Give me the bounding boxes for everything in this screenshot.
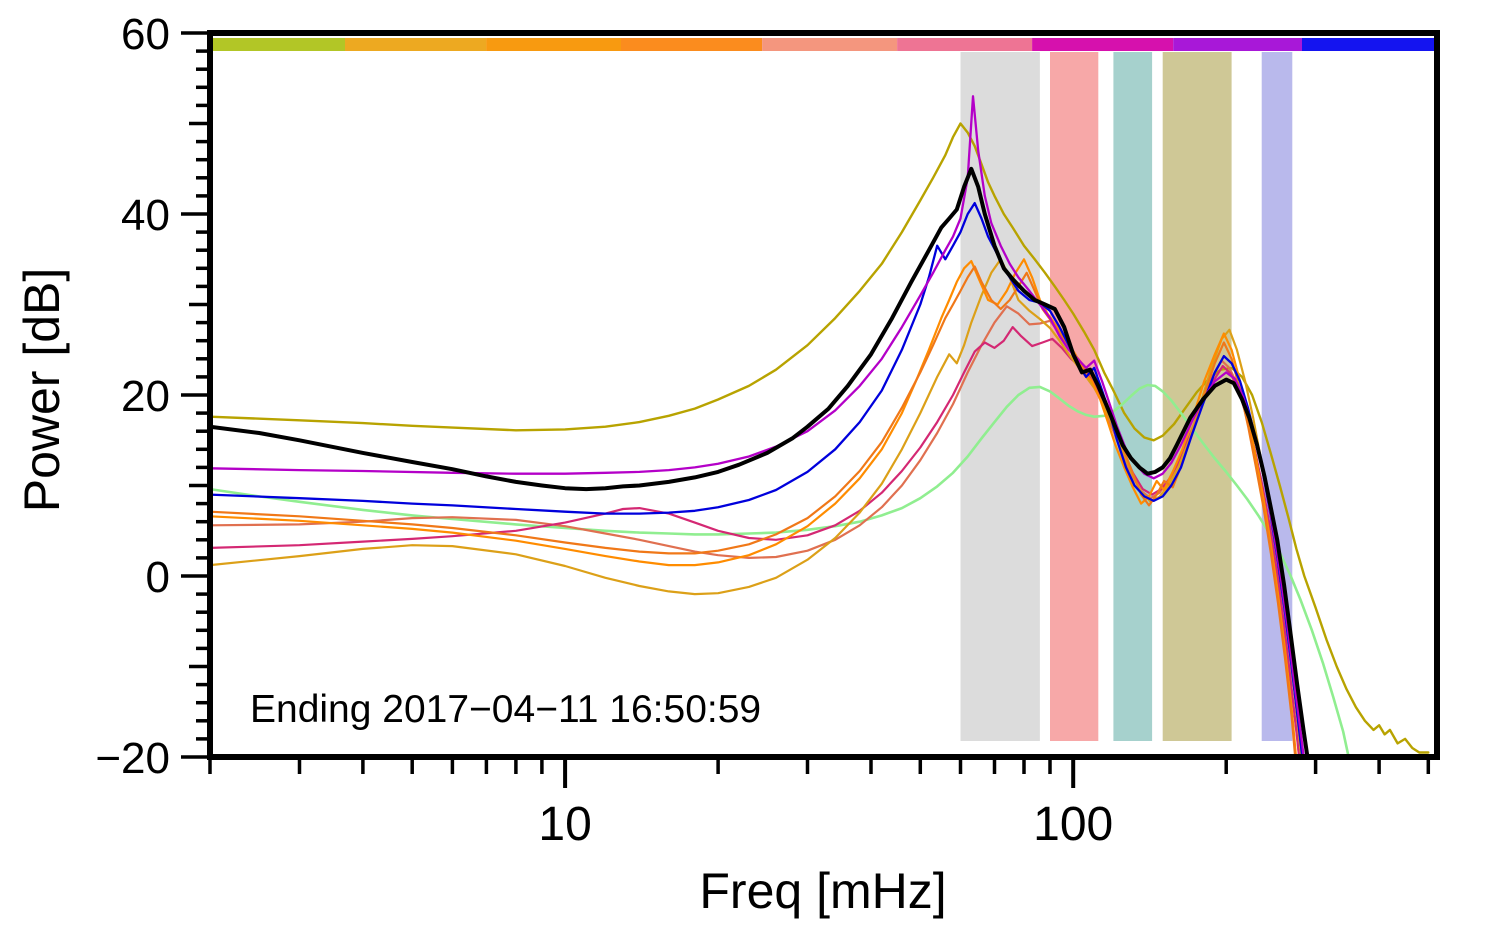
x-tick-label: 10	[538, 798, 591, 851]
y-tick-label: 40	[121, 191, 170, 240]
x-tick-label: 100	[1033, 798, 1113, 851]
band-teal	[1113, 52, 1153, 741]
colorbar-segment-5	[762, 38, 898, 51]
y-tick-label: 60	[121, 10, 170, 59]
colorbar-segment-7	[1032, 38, 1174, 51]
series-olive	[210, 122, 1430, 754]
ending-timestamp: Ending 2017−04−11 16:50:59	[250, 688, 762, 731]
colorbar-segment-3	[486, 38, 622, 51]
colorbar-segment-8	[1173, 38, 1302, 51]
series-lightgreen	[210, 383, 1350, 757]
colorbar-segment-9	[1302, 38, 1437, 51]
y-tick-label: 0	[146, 553, 170, 602]
y-tick-label: −20	[95, 734, 170, 783]
colorbar-segment-4	[621, 38, 763, 51]
colorbar-segment-1	[210, 38, 345, 51]
series-orange1	[210, 258, 1298, 757]
series-rose	[210, 326, 1301, 757]
band-gray	[960, 52, 1040, 741]
plot-frame	[207, 30, 1440, 760]
band-khaki	[1162, 52, 1232, 741]
series-blue	[210, 201, 1304, 757]
colorbar-segment-2	[345, 38, 487, 51]
y-tick-label: 20	[121, 372, 170, 421]
series-orange2	[210, 265, 1297, 757]
colorbar-segment-6	[897, 38, 1033, 51]
series-band-average	[210, 166, 1310, 757]
series-goldenrod	[210, 258, 1303, 757]
x-axis-label: Freq [mHz]	[699, 863, 947, 919]
